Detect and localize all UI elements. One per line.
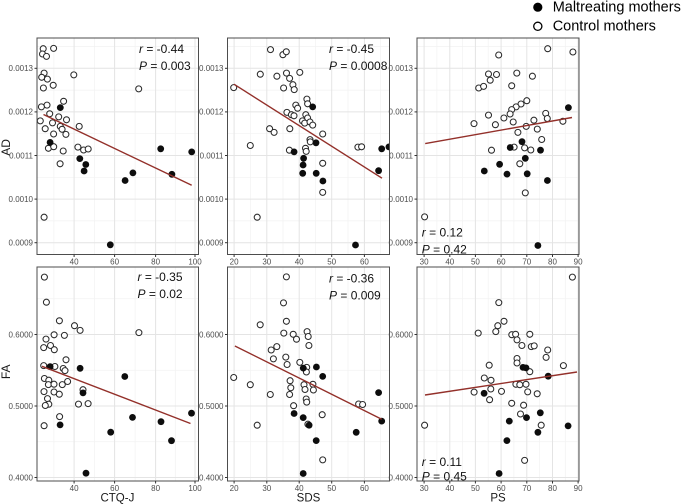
svg-text:60: 60: [360, 257, 369, 266]
svg-text:50: 50: [327, 484, 336, 493]
svg-text:P = 0.45: P = 0.45: [422, 470, 467, 484]
svg-text:0.5000: 0.5000: [9, 402, 34, 411]
svg-text:P = 0.02: P = 0.02: [138, 287, 183, 301]
svg-text:60: 60: [360, 484, 369, 493]
svg-text:0.0009: 0.0009: [199, 239, 224, 248]
svg-text:Maltreating mothers: Maltreating mothers: [553, 0, 681, 16]
svg-text:30: 30: [420, 257, 429, 266]
svg-text:0.0013: 0.0013: [199, 64, 224, 73]
svg-text:0.0010: 0.0010: [199, 195, 224, 204]
svg-text:50: 50: [471, 257, 480, 266]
svg-text:r = 0.12: r = 0.12: [422, 225, 463, 239]
svg-text:P = 0.42: P = 0.42: [422, 242, 467, 256]
svg-text:r = -0.44: r = -0.44: [139, 42, 184, 56]
svg-text:40: 40: [70, 257, 79, 266]
svg-text:40: 40: [445, 257, 454, 266]
svg-text:0.0013: 0.0013: [9, 64, 34, 73]
svg-text:80: 80: [548, 257, 557, 266]
svg-text:0.0010: 0.0010: [389, 195, 414, 204]
svg-text:40: 40: [445, 484, 454, 493]
svg-text:30: 30: [262, 257, 271, 266]
svg-text:40: 40: [70, 484, 79, 493]
svg-text:P = 0.009: P = 0.009: [329, 288, 381, 302]
svg-text:100: 100: [188, 484, 202, 493]
svg-text:0.0012: 0.0012: [9, 108, 34, 117]
svg-text:AD: AD: [0, 139, 13, 156]
svg-text:0.6000: 0.6000: [9, 330, 34, 339]
svg-text:r = -0.36: r = -0.36: [329, 271, 374, 285]
svg-text:0.5000: 0.5000: [389, 402, 414, 411]
svg-text:0.5000: 0.5000: [199, 402, 224, 411]
svg-text:40: 40: [295, 484, 304, 493]
svg-text:0.0013: 0.0013: [389, 64, 414, 73]
svg-text:SDS: SDS: [297, 493, 321, 504]
svg-text:FA: FA: [0, 364, 13, 379]
svg-text:CTQ-J: CTQ-J: [100, 493, 134, 504]
svg-text:P = 0.003: P = 0.003: [139, 59, 191, 73]
svg-text:20: 20: [230, 257, 239, 266]
svg-text:90: 90: [574, 484, 583, 493]
svg-text:80: 80: [548, 484, 557, 493]
svg-text:0.0010: 0.0010: [9, 195, 34, 204]
svg-text:60: 60: [110, 484, 119, 493]
svg-text:30: 30: [420, 484, 429, 493]
svg-text:0.0012: 0.0012: [389, 108, 414, 117]
svg-text:0.0009: 0.0009: [9, 239, 34, 248]
svg-text:0.0009: 0.0009: [389, 239, 414, 248]
svg-text:50: 50: [327, 257, 336, 266]
svg-text:70: 70: [522, 484, 531, 493]
svg-text:P = 0.0008: P = 0.0008: [329, 59, 388, 73]
svg-text:100: 100: [188, 257, 202, 266]
svg-text:r = -0.45: r = -0.45: [329, 42, 374, 56]
svg-text:90: 90: [574, 257, 583, 266]
svg-text:0.4000: 0.4000: [389, 473, 414, 482]
svg-text:PS: PS: [490, 493, 506, 504]
svg-text:20: 20: [230, 484, 239, 493]
svg-text:80: 80: [151, 484, 160, 493]
svg-text:0.6000: 0.6000: [199, 330, 224, 339]
svg-text:50: 50: [471, 484, 480, 493]
svg-text:0.4000: 0.4000: [199, 473, 224, 482]
svg-text:70: 70: [522, 257, 531, 266]
svg-text:0.4000: 0.4000: [9, 473, 34, 482]
svg-text:0.0012: 0.0012: [199, 108, 224, 117]
svg-text:0.0011: 0.0011: [389, 151, 413, 160]
svg-text:0.6000: 0.6000: [389, 330, 414, 339]
svg-text:60: 60: [497, 257, 506, 266]
svg-text:0.0011: 0.0011: [200, 151, 224, 160]
svg-text:30: 30: [262, 484, 271, 493]
svg-text:80: 80: [151, 257, 160, 266]
svg-text:40: 40: [295, 257, 304, 266]
svg-text:60: 60: [110, 257, 119, 266]
svg-text:r = 0.11: r = 0.11: [422, 455, 462, 469]
svg-text:0.0011: 0.0011: [9, 151, 33, 160]
svg-text:Control mothers: Control mothers: [553, 19, 656, 35]
svg-text:60: 60: [497, 484, 506, 493]
svg-text:r = -0.35: r = -0.35: [138, 270, 183, 284]
